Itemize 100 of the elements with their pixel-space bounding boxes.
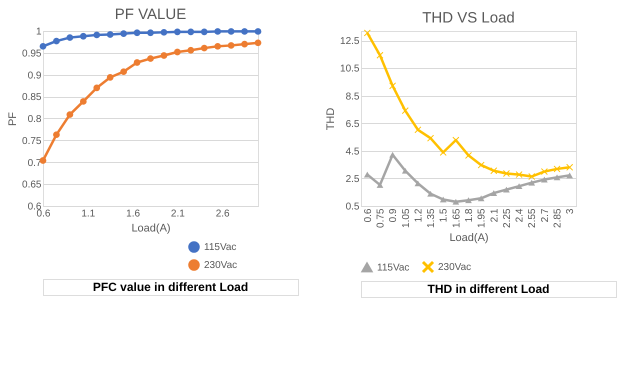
point <box>40 157 46 164</box>
point <box>465 197 472 204</box>
y-tick-label: 12.5 <box>340 36 360 48</box>
point <box>440 196 447 202</box>
point <box>541 176 548 182</box>
point <box>53 131 60 138</box>
text: PFC value in different Load <box>92 280 248 294</box>
point <box>554 166 560 172</box>
x-tick-label: 2.6 <box>216 208 230 220</box>
point <box>147 55 154 62</box>
point <box>214 28 222 35</box>
point <box>490 190 498 196</box>
point <box>465 152 472 159</box>
x-tick-label: 2.55 <box>527 208 538 228</box>
x-tick-label: 1.2 <box>413 208 424 222</box>
point <box>503 170 510 177</box>
x-tick-label: 1.5 <box>438 208 450 222</box>
point <box>566 164 574 171</box>
y-tick-label: 0.65 <box>22 180 42 191</box>
point <box>200 28 208 36</box>
point <box>516 183 522 190</box>
x-tick-label: 2.1 <box>489 208 500 222</box>
point <box>53 38 60 44</box>
point <box>389 152 396 158</box>
point <box>80 32 87 40</box>
x-tick-label: 1.95 <box>476 208 488 228</box>
y-tick-label: 0.75 <box>22 136 42 147</box>
point <box>120 68 127 76</box>
point <box>427 134 434 142</box>
point <box>503 186 510 193</box>
point <box>541 168 548 175</box>
x-tick-label: 2.25 <box>502 208 513 228</box>
point <box>214 42 222 50</box>
y-tick-label: 0.85 <box>22 92 42 104</box>
x-tick-label: 1.6 <box>126 208 140 220</box>
legend-label: 230Vac <box>204 260 238 271</box>
legend-label: 115Vac <box>377 262 410 274</box>
y-tick-label: 0.8 <box>28 114 42 125</box>
point <box>80 98 87 105</box>
x-tick-label: 2.1 <box>170 208 186 220</box>
y-tick-label: 6.5 <box>346 118 360 130</box>
y-tick-label: 0.5 <box>346 202 360 212</box>
point <box>241 40 248 48</box>
x-tick-label: 1.05 <box>400 208 412 228</box>
point <box>414 126 422 134</box>
x-tick-label: 3 <box>565 208 576 214</box>
x-tick-label: 0.75 <box>375 208 386 228</box>
point <box>478 162 484 168</box>
x-tick-label: 0.6 <box>362 208 374 222</box>
y-axis-title: PF <box>7 112 20 126</box>
x-tick-label: 1.8 <box>464 208 475 222</box>
point <box>134 59 140 66</box>
point <box>402 107 409 114</box>
point <box>364 30 371 36</box>
point <box>106 31 114 38</box>
point <box>66 111 74 118</box>
x-tick-label: 1.1 <box>81 208 96 220</box>
point <box>254 39 262 46</box>
y-tick-label: 8.5 <box>346 91 360 102</box>
point <box>40 42 46 50</box>
point <box>228 28 234 35</box>
x-axis-title: Load(A) <box>449 232 489 244</box>
point <box>120 30 127 37</box>
point <box>174 48 181 56</box>
y-tick-label: 0.9 <box>28 70 42 82</box>
legend-label: 230Vac <box>438 262 472 273</box>
y-tick-label: 2.5 <box>346 174 360 185</box>
point <box>187 28 194 36</box>
point <box>93 32 100 38</box>
point <box>389 82 396 90</box>
point <box>228 42 234 49</box>
x-axis-title: Load(A) <box>131 222 171 234</box>
x-tick-label: 1.35 <box>426 208 438 228</box>
point <box>516 171 522 178</box>
chart-title: PF VALUE <box>114 6 186 23</box>
point <box>147 29 154 36</box>
point <box>554 174 560 180</box>
point <box>200 44 208 52</box>
x-tick-label: 2.4 <box>514 208 526 222</box>
point <box>187 46 194 54</box>
y-tick-label: 4.5 <box>346 146 360 158</box>
y-axis-title: THD <box>325 108 338 130</box>
x-tick-label: 0.6 <box>36 208 51 220</box>
point <box>566 172 574 178</box>
point <box>452 198 460 205</box>
point <box>241 28 248 35</box>
x-tick-label: 2.85 <box>552 208 564 228</box>
point <box>254 28 262 35</box>
point <box>174 28 181 36</box>
point <box>66 34 74 41</box>
point <box>427 190 434 197</box>
point <box>160 28 168 36</box>
point <box>490 167 498 174</box>
point <box>376 182 384 188</box>
point <box>478 195 484 202</box>
point <box>160 52 168 59</box>
chart-title: THD VS Load <box>422 10 515 27</box>
point <box>134 29 140 36</box>
x-tick-label: 2.7 <box>540 208 551 222</box>
x-tick-label: 1.65 <box>451 208 462 228</box>
